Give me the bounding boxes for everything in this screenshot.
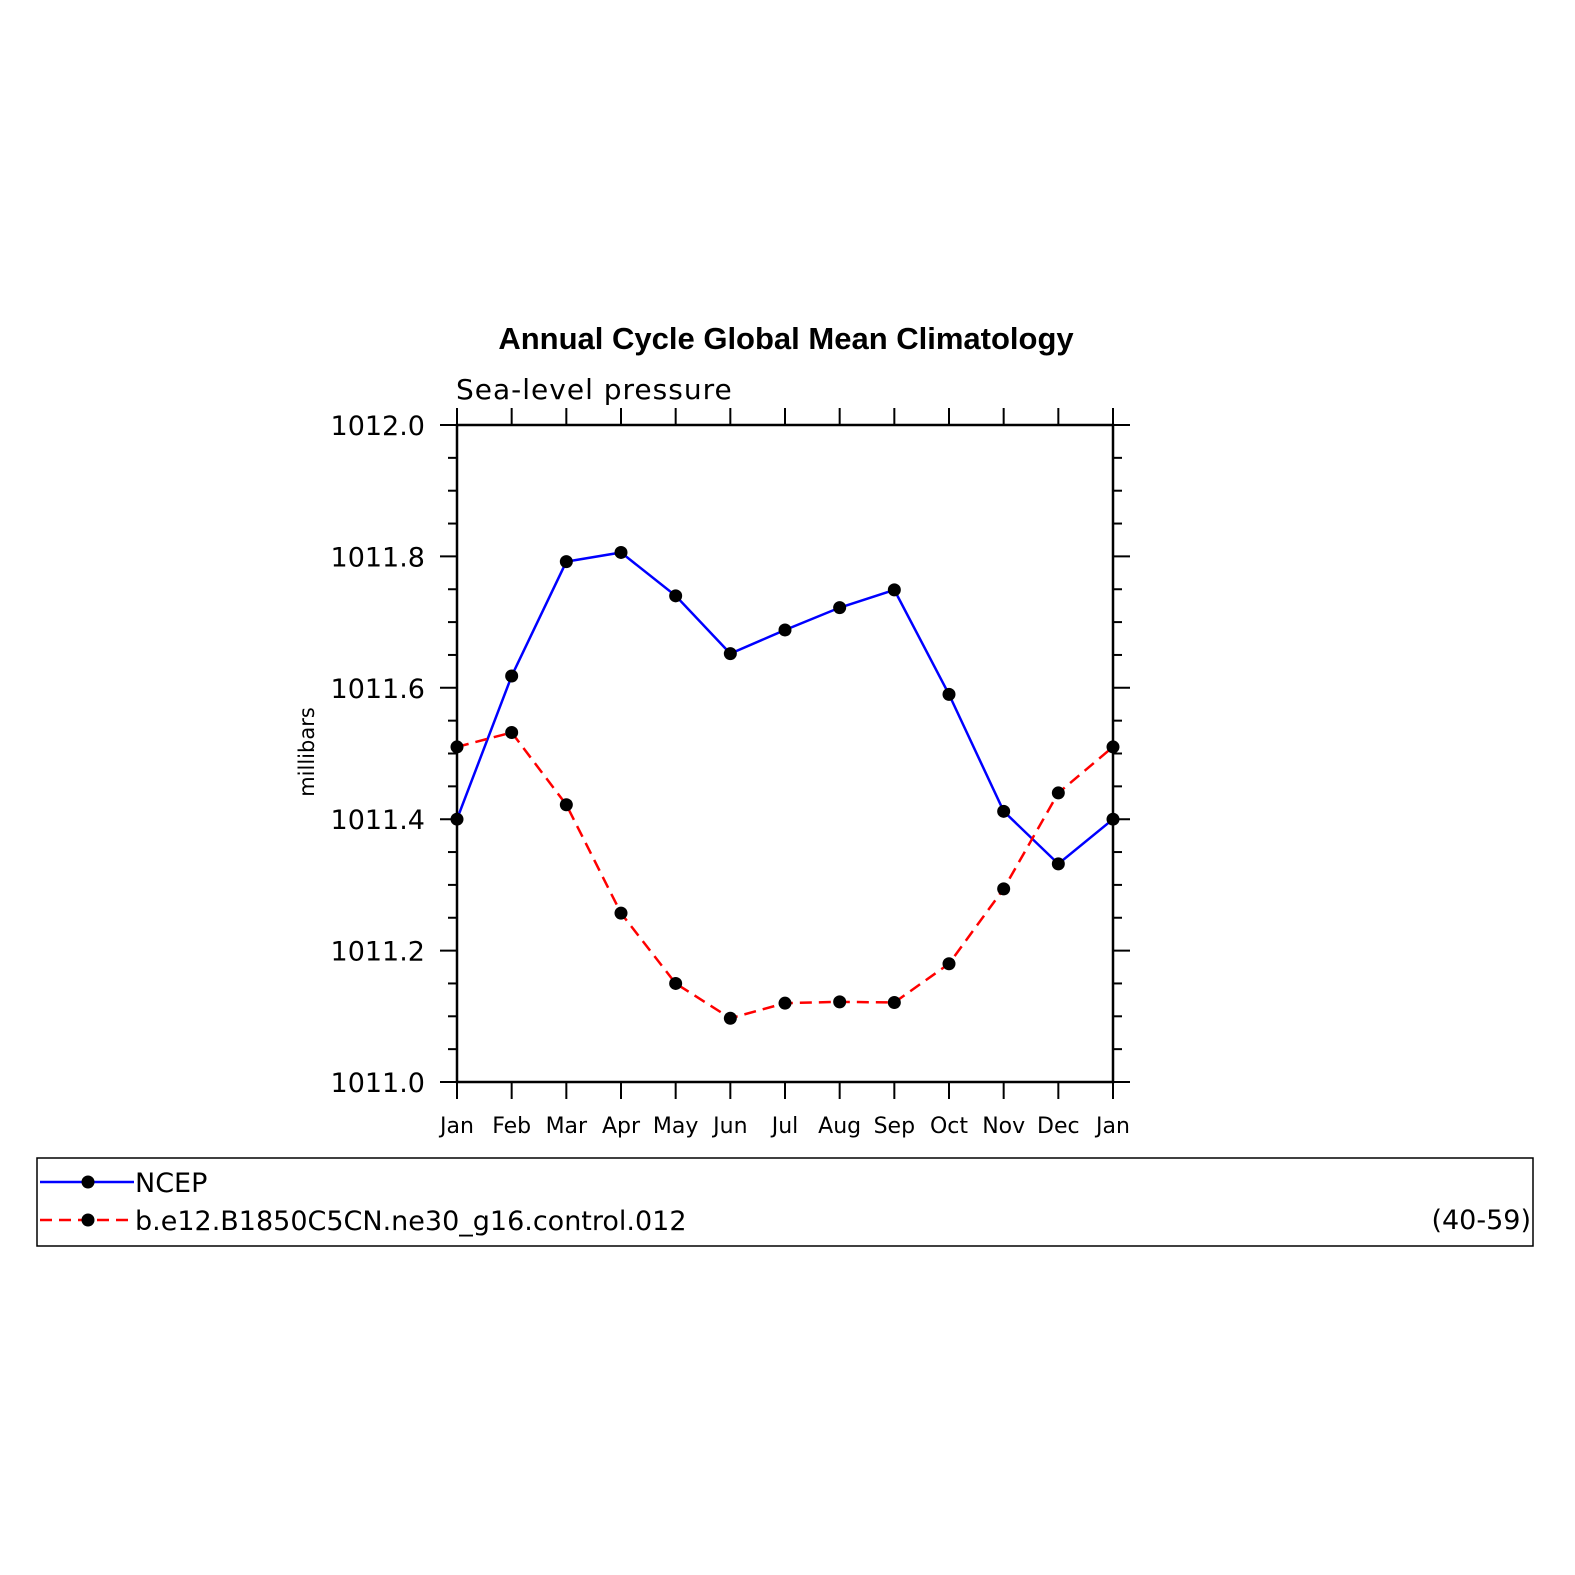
series-point-0 <box>833 601 847 615</box>
chart-title: Annual Cycle Global Mean Climatology <box>498 321 1074 356</box>
series-point-1 <box>778 996 792 1010</box>
series-point-1 <box>887 996 901 1010</box>
x-tick-label: Nov <box>982 1114 1025 1139</box>
series-point-1 <box>1051 786 1065 800</box>
series-point-1 <box>833 995 847 1009</box>
series-point-0 <box>1106 812 1120 826</box>
series-point-1 <box>942 957 956 971</box>
x-tick-label: Jan <box>1094 1114 1130 1139</box>
series-point-1 <box>723 1011 737 1025</box>
series-point-0 <box>942 687 956 701</box>
y-tick-label: 1011.0 <box>331 1068 425 1099</box>
series-point-0 <box>723 647 737 661</box>
x-tick-label: Jul <box>770 1114 799 1139</box>
y-tick-labels: 1011.0 1011.2 1011.4 1011.6 1011.8 1012.0 <box>331 411 425 1099</box>
series-point-0 <box>669 589 683 603</box>
chart-subtitle: Sea-level pressure <box>456 373 733 406</box>
x-tick-label: Aug <box>818 1114 861 1139</box>
legend-box <box>36 1157 1534 1247</box>
series-point-0 <box>997 804 1011 818</box>
x-tick-label: May <box>653 1114 698 1139</box>
series-point-0 <box>887 583 901 597</box>
plot-frame <box>455 423 1115 1084</box>
series-point-0 <box>1051 857 1065 871</box>
x-tick-label: Jun <box>711 1114 747 1139</box>
series-point-0 <box>778 623 792 637</box>
legend-label-1: b.e12.B1850C5CN.ne30_g16.control.012 <box>135 1206 687 1237</box>
y-tick-label: 1011.8 <box>331 542 425 573</box>
series-layer <box>450 545 1120 1025</box>
x-tick-label: Apr <box>602 1114 641 1139</box>
x-tick-label: Sep <box>874 1114 915 1139</box>
y-axis-title: millibars <box>295 707 319 797</box>
series-point-1 <box>450 740 464 754</box>
legend-note: (40-59) <box>1431 1205 1531 1236</box>
legend-marker-1 <box>81 1213 95 1227</box>
series-point-1 <box>997 882 1011 896</box>
x-tick-label: Oct <box>930 1114 968 1139</box>
series-point-1 <box>1106 740 1120 754</box>
x-tick-label: Dec <box>1037 1114 1080 1139</box>
series-point-1 <box>559 798 573 812</box>
y-tick-label: 1011.2 <box>331 937 425 968</box>
legend-items: NCEP b.e12.B1850C5CN.ne30_g16.control.012 <box>40 1168 687 1237</box>
x-tick-labels: Jan Feb Mar Apr May Jun Jul Aug Sep Oct Nov Dec Jan <box>438 1114 1130 1139</box>
x-tick-label: Mar <box>546 1114 588 1139</box>
legend: NCEP b.e12.B1850C5CN.ne30_g16.control.012… <box>36 1157 1534 1247</box>
x-tick-label: Jan <box>438 1114 474 1139</box>
series-point-0 <box>559 555 573 569</box>
series-point-0 <box>505 669 519 683</box>
series-point-1 <box>669 976 683 990</box>
legend-label-0: NCEP <box>135 1168 207 1199</box>
x-tick-label: Feb <box>492 1114 531 1139</box>
series-point-1 <box>614 906 628 920</box>
series-line-1 <box>456 731 1114 1020</box>
series-point-1 <box>505 725 519 739</box>
series-point-0 <box>614 545 628 559</box>
y-tick-label: 1011.4 <box>331 805 425 836</box>
y-tick-label: 1012.0 <box>331 411 425 442</box>
series-point-0 <box>450 812 464 826</box>
axes <box>440 408 1130 1099</box>
y-tick-label: 1011.6 <box>331 674 425 705</box>
series-line-0 <box>455 551 1114 866</box>
legend-marker-0 <box>81 1175 95 1189</box>
